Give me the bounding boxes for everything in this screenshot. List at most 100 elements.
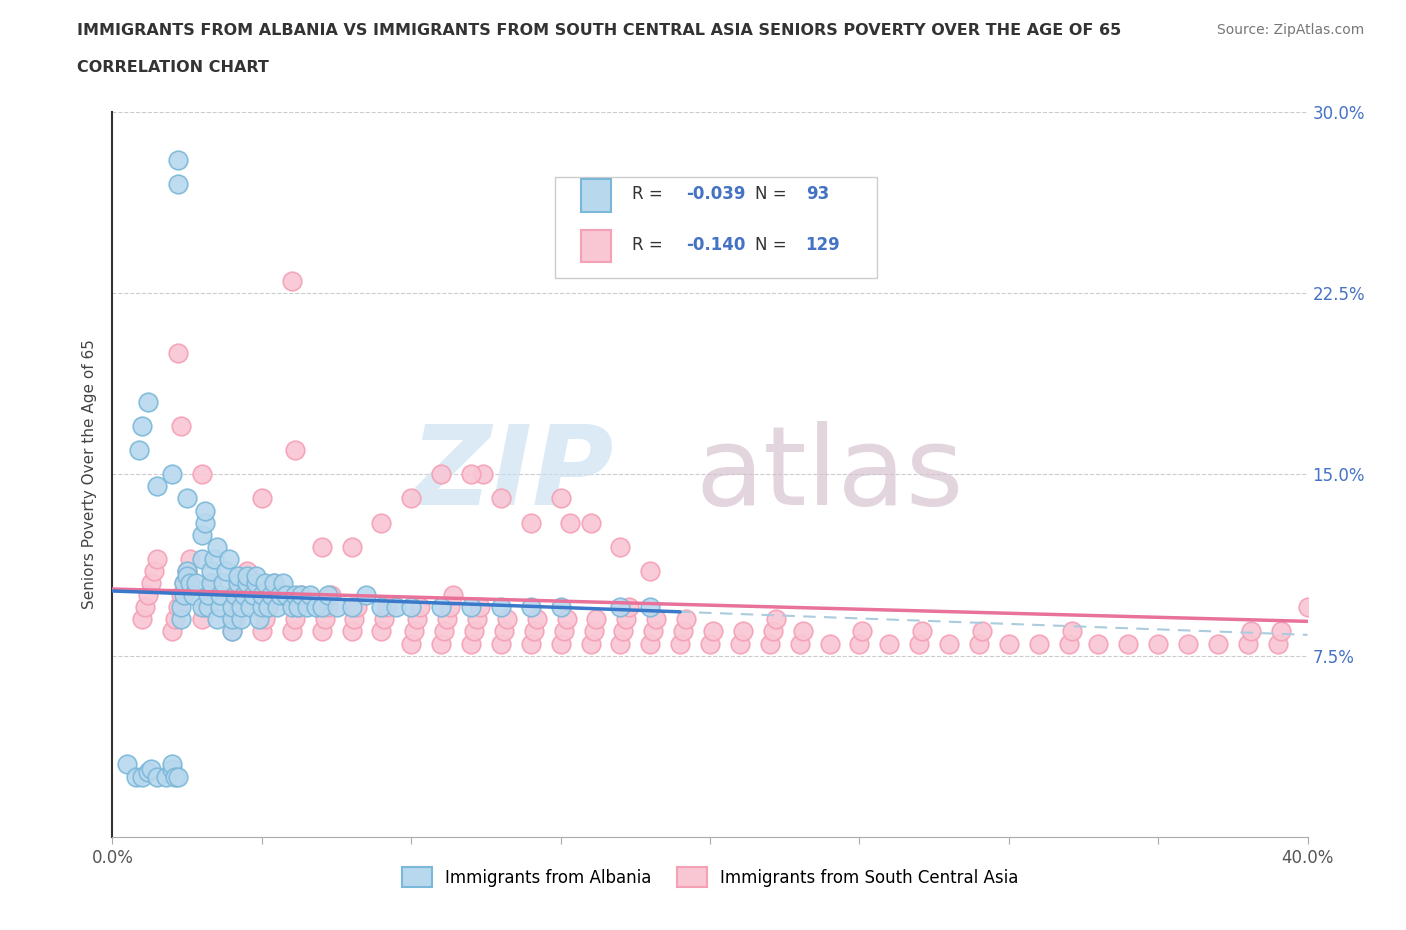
Point [370,624,392,639]
Point [260,588,283,603]
Point [316,600,339,615]
Point [181,588,204,603]
Point [290,588,312,603]
Point [179,551,201,566]
Point [212,576,235,591]
Point [245,568,267,583]
Point [1118,636,1140,651]
Point [492,624,515,639]
Point [200,576,222,591]
Point [191,467,214,482]
Point [131,769,153,784]
Text: 129: 129 [806,236,841,254]
Point [1267,636,1289,651]
Point [550,600,572,615]
Point [170,588,193,603]
Point [579,636,602,651]
Point [489,636,512,651]
Point [236,564,259,578]
FancyBboxPatch shape [554,177,877,278]
Point [197,588,219,603]
Point [439,600,461,615]
Point [250,624,273,639]
Text: R =: R = [633,185,668,204]
Point [645,612,668,627]
Point [908,636,931,651]
Point [146,769,169,784]
Point [409,600,432,615]
Point [221,624,243,639]
Point [209,588,232,603]
Point [257,600,280,615]
Point [173,576,195,591]
Point [311,624,333,639]
Point [221,612,243,627]
Point [194,503,217,518]
Point [162,757,183,772]
Point [162,762,183,777]
Point [191,612,214,627]
Text: N =: N = [755,185,793,204]
Point [141,576,163,591]
Point [672,624,695,639]
Point [468,600,491,615]
Text: ZIP: ZIP [411,420,614,528]
Point [762,624,785,639]
Point [970,624,993,639]
Point [224,588,246,603]
Point [263,576,285,591]
Point [281,600,304,615]
Point [373,612,395,627]
Point [643,624,665,639]
Point [640,600,662,615]
Text: 93: 93 [806,185,830,204]
Point [229,612,252,627]
Point [818,636,841,651]
Point [236,568,259,583]
Text: R =: R = [633,236,668,254]
Point [401,600,423,615]
Point [792,624,814,639]
Point [205,612,228,627]
Point [1270,624,1292,639]
Point [287,600,309,615]
Point [728,636,751,651]
Point [197,588,219,603]
Point [609,600,631,615]
Point [173,588,195,603]
Point [609,539,631,554]
Point [143,564,166,578]
Point [460,636,482,651]
Point [640,564,662,578]
Point [1177,636,1199,651]
Point [233,576,256,591]
Point [253,612,276,627]
Point [526,612,548,627]
Point [128,443,150,458]
Point [377,600,399,615]
Point [226,576,249,591]
Point [162,624,183,639]
Point [616,612,638,627]
Point [165,769,187,784]
Point [146,551,169,566]
Point [170,418,193,433]
Point [176,564,198,578]
Point [967,636,990,651]
Point [1057,636,1080,651]
Point [202,551,225,566]
Point [579,515,602,530]
Point [224,612,246,627]
Point [176,568,198,583]
Point [765,612,787,627]
Text: -0.140: -0.140 [686,236,745,254]
Point [162,467,183,482]
Point [436,612,458,627]
Point [218,551,240,566]
Point [340,539,363,554]
Point [205,539,228,554]
Point [134,600,156,615]
Point [117,757,139,772]
Point [221,600,243,615]
Point [191,551,214,566]
